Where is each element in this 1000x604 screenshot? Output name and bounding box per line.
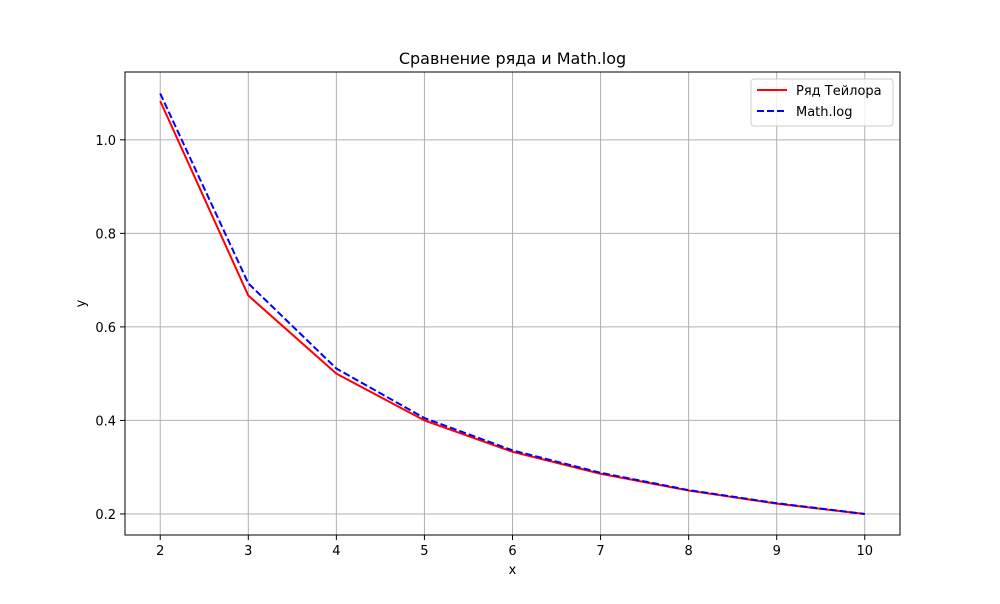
y-tick-label: 0.6 (95, 321, 116, 336)
x-tick-label: 8 (684, 544, 692, 559)
x-axis-label: x (509, 563, 517, 578)
y-tick-label: 0.2 (95, 508, 116, 523)
y-axis-label: y (74, 299, 89, 307)
x-tick-label: 2 (156, 544, 164, 559)
y-tick-label: 0.8 (95, 227, 116, 242)
x-tick-label: 3 (244, 544, 252, 559)
legend-label-taylor: Ряд Тейлора (796, 84, 882, 99)
x-tick-label: 5 (420, 544, 428, 559)
x-tick-label: 7 (596, 544, 604, 559)
x-tick-label: 6 (508, 544, 516, 559)
ticks: 2 3 4 5 6 7 8 9 10 0.2 0.4 0.6 0.8 1.0 (95, 134, 873, 559)
series-line-mathlog (159, 93, 865, 515)
y-tick-label: 0.4 (95, 414, 116, 429)
y-tick-label: 1.0 (95, 134, 116, 149)
x-tick-label: 4 (332, 544, 340, 559)
x-tick-label: 9 (773, 544, 781, 559)
chart-title: Сравнение ряда и Math.log (399, 49, 626, 68)
legend: Ряд Тейлора Math.log (750, 78, 894, 127)
grid (125, 72, 900, 535)
legend-label-mathlog: Math.log (796, 105, 852, 120)
series-layer (159, 93, 865, 515)
x-tick-label: 10 (856, 544, 873, 559)
